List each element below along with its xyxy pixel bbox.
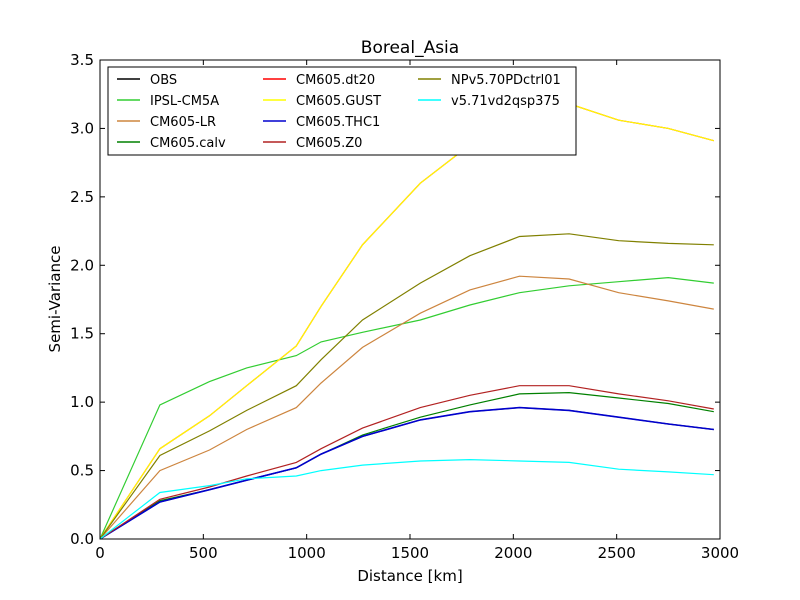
x-tick-label: 500: [189, 544, 218, 562]
y-tick-label: 0.0: [70, 530, 94, 548]
y-tick-label: 0.5: [70, 462, 94, 480]
series-line-6: [99, 406, 714, 540]
chart-title: Boreal_Asia: [361, 38, 459, 58]
series-line-8: [99, 233, 714, 540]
legend-label: CM605-LR: [150, 115, 216, 130]
legend-label: NPv5.70PDctrl01: [451, 73, 561, 88]
series-layer: [99, 103, 714, 540]
x-tick-label: 3000: [701, 544, 739, 562]
y-tick-label: 2.5: [70, 188, 94, 206]
legend-label: v5.71vd2qsp375: [451, 94, 560, 109]
legend-label: CM605.GUST: [296, 94, 381, 109]
y-tick-label: 3.0: [70, 119, 94, 137]
legend: OBS IPSL-CM5A CM605-LR CM605.calv CM605.dt20…: [107, 66, 577, 156]
y-tick-label: 3.5: [70, 51, 94, 69]
y-axis-label: Semi-Variance: [46, 246, 64, 353]
x-tick-label: 2500: [598, 544, 636, 562]
x-tick-label: 1000: [288, 544, 326, 562]
series-line-1: [99, 276, 714, 540]
legend-box: [107, 66, 577, 156]
legend-label: CM605.dt20: [296, 73, 375, 88]
series-line-3: [99, 391, 714, 540]
series-line-7: [99, 385, 714, 540]
legend-label: CM605.calv: [150, 136, 226, 151]
legend-label: IPSL-CM5A: [150, 94, 219, 109]
series-line-2: [99, 275, 714, 540]
series-line-5: [99, 103, 714, 540]
tick-layer: 0 500 1000 1500 2000 2500 3000 0.0 0.5 1.0 1.5 2.0 2…: [70, 51, 739, 562]
legend-label: CM605.THC1: [296, 115, 380, 130]
series-line-9: [99, 458, 714, 540]
x-tick-label: 1500: [391, 544, 429, 562]
y-tick-label: 1.5: [70, 325, 94, 343]
legend-label: OBS: [150, 73, 177, 88]
y-tick-label: 1.0: [70, 393, 94, 411]
legend-label: CM605.Z0: [296, 136, 362, 151]
x-tick-label: 2000: [494, 544, 532, 562]
x-axis-label: Distance [km]: [357, 567, 462, 585]
x-tick-label: 0: [95, 544, 105, 562]
y-tick-label: 2.0: [70, 256, 94, 274]
